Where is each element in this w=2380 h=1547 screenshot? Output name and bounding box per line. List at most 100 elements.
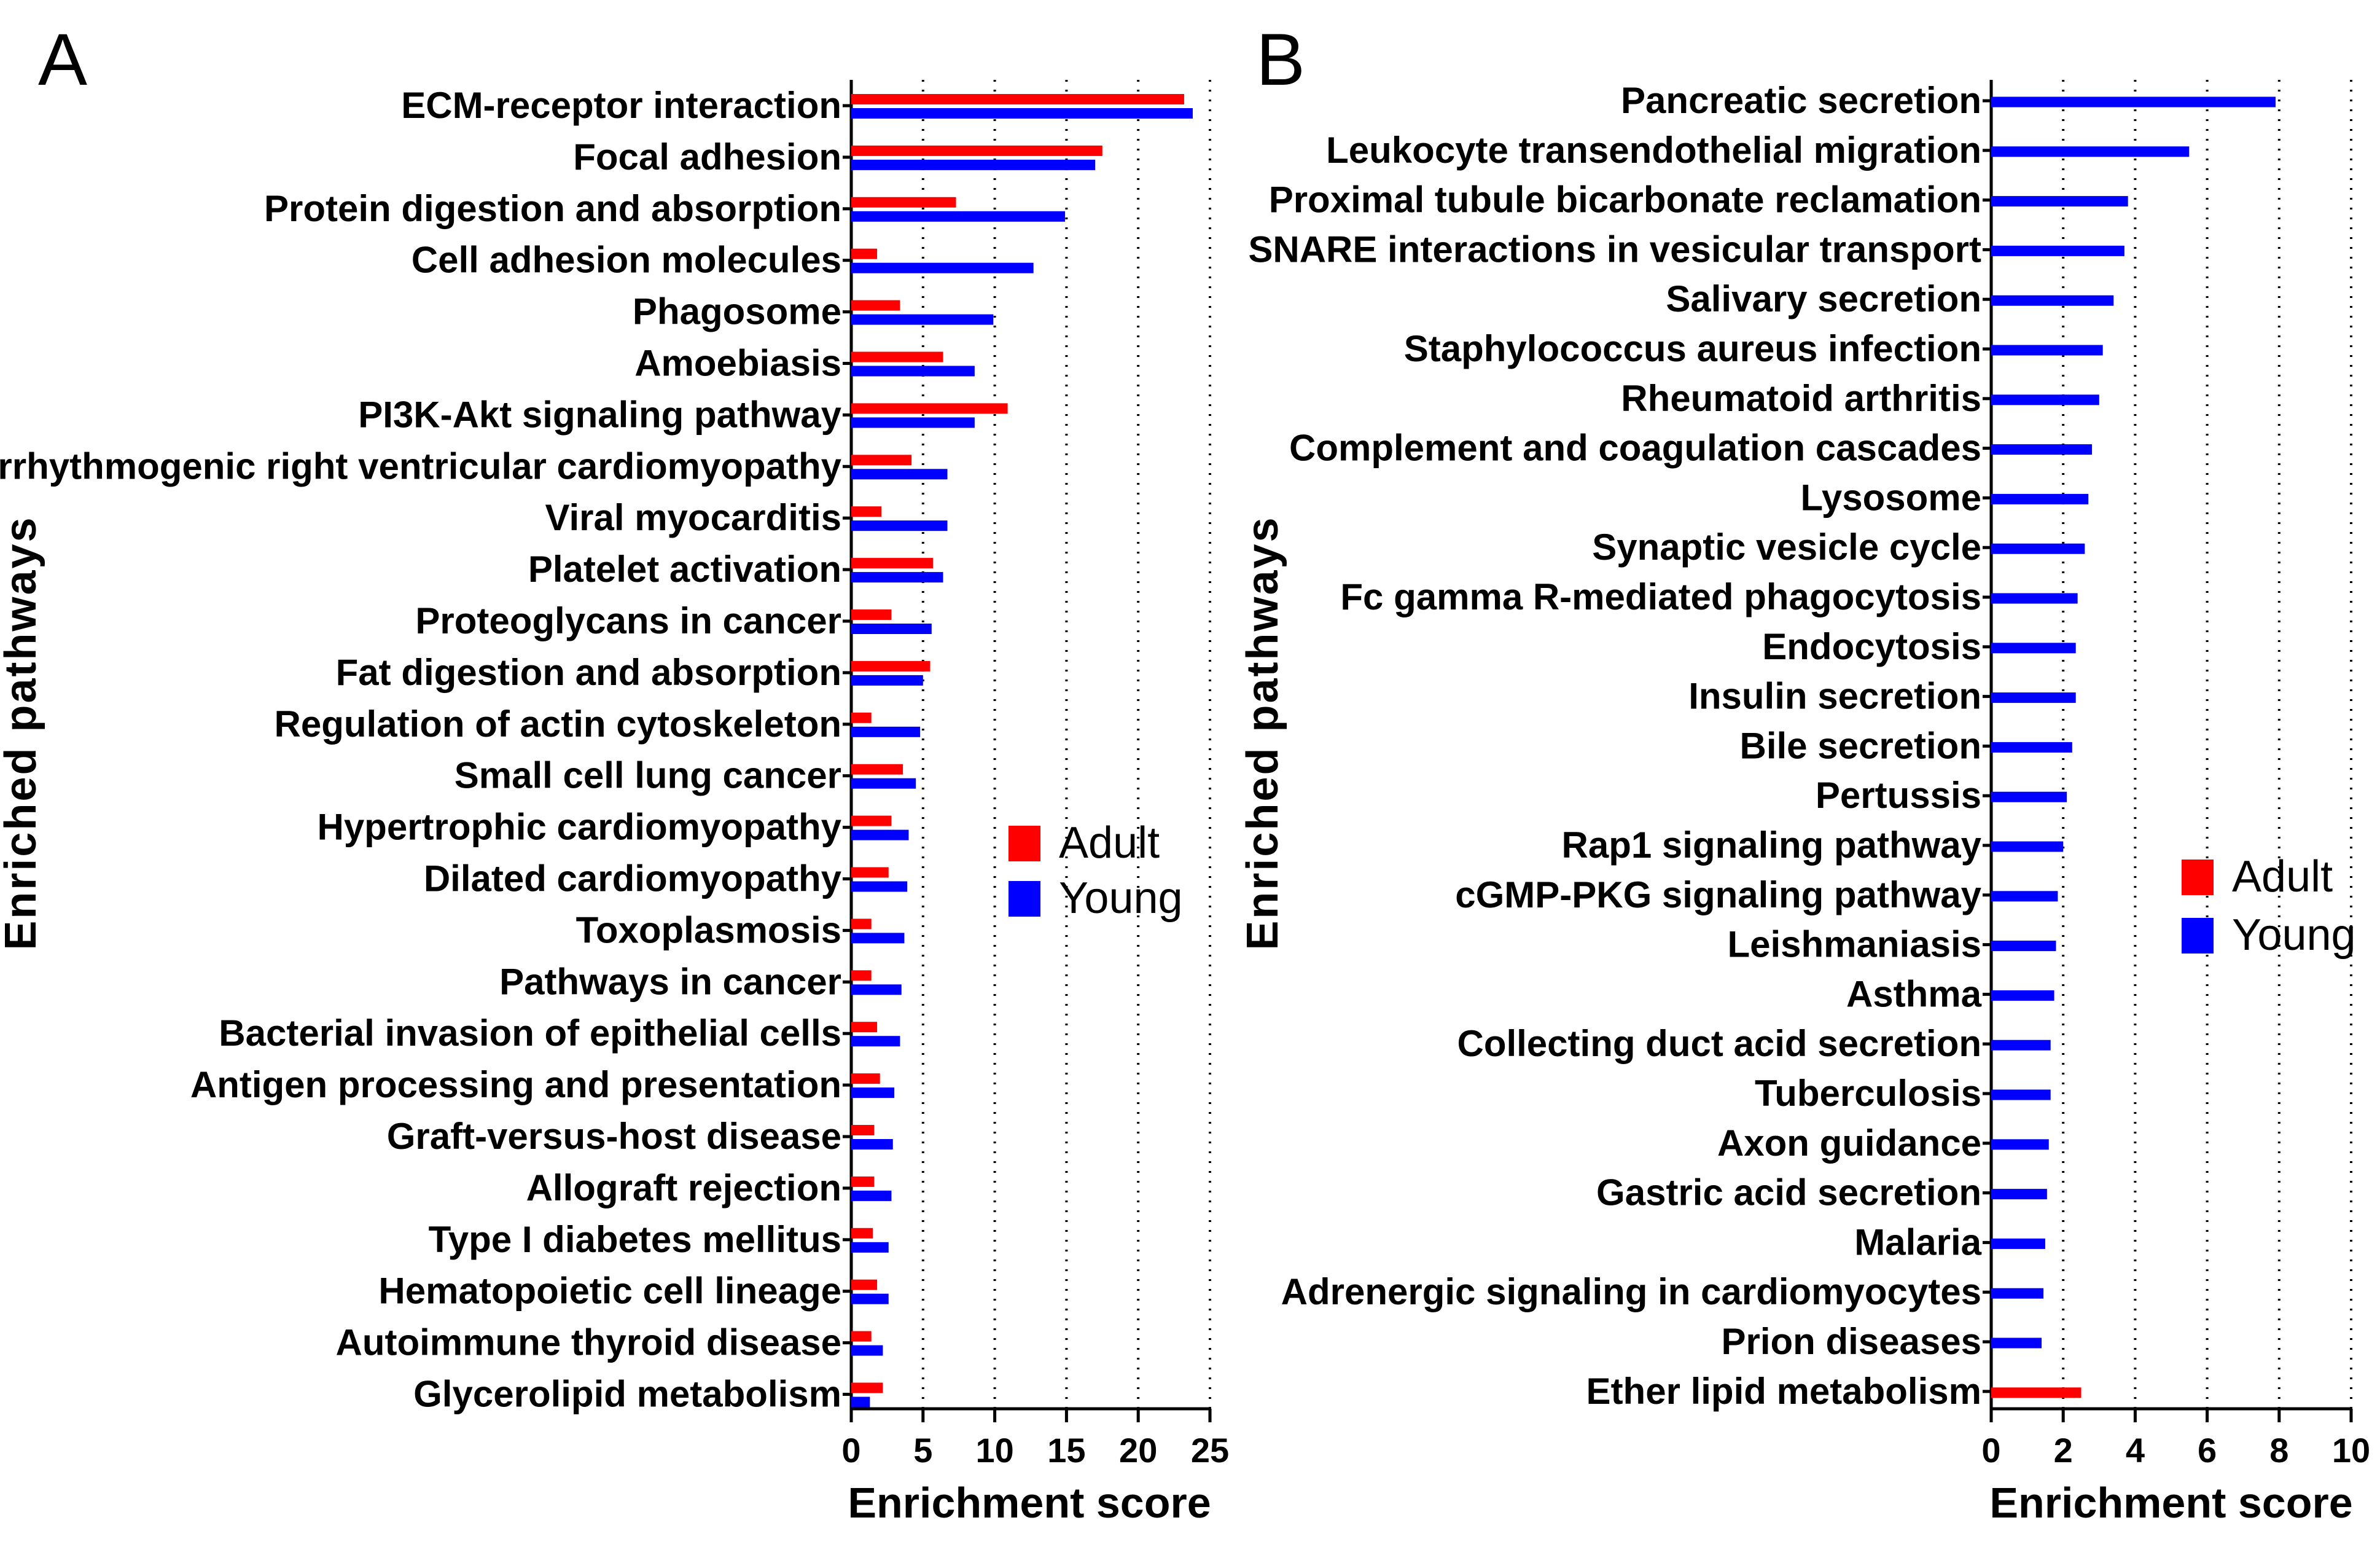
bar-adult-antigen-processing-and-presentation: [851, 1073, 880, 1084]
bar-young-bacterial-invasion-of-epithelial-cells: [851, 1036, 900, 1047]
bar-adult-proteoglycans-in-cancer: [851, 609, 892, 620]
bar-young-synaptic-vesicle-cycle: [1991, 543, 2085, 554]
category-label-allograft-rejection: Allograft rejection: [526, 1167, 841, 1208]
category-label-asthma: Asthma: [1846, 973, 1982, 1014]
bar-young-gastric-acid-secretion: [1991, 1189, 2047, 1200]
legend-label-adult: Adult: [2232, 852, 2333, 901]
panel-label: B: [1256, 18, 1305, 101]
bar-adult-protein-digestion-and-absorption: [851, 197, 956, 208]
bar-young-hematopoietic-cell-lineage: [851, 1293, 889, 1304]
category-label-fat-digestion-and-absorption: Fat digestion and absorption: [336, 652, 841, 693]
bar-young-complement-and-coagulation-cascades: [1991, 444, 2093, 455]
bar-young-staphylococcus-aureus-infection: [1991, 345, 2103, 356]
bar-young-protein-digestion-and-absorption: [851, 211, 1066, 222]
bar-adult-bacterial-invasion-of-epithelial-cells: [851, 1022, 878, 1033]
category-label-collecting-duct-acid-secretion: Collecting duct acid secretion: [1457, 1023, 1981, 1064]
category-label-hypertrophic-cardiomyopathy: Hypertrophic cardiomyopathy: [317, 807, 841, 848]
category-label-leukocyte-transendothelial-migration: Leukocyte transendothelial migration: [1326, 130, 1981, 171]
category-label-leishmaniasis: Leishmaniasis: [1727, 924, 1981, 965]
bar-adult-toxoplasmosis: [851, 918, 872, 930]
category-label-cgmp-pkg-signaling-pathway: cGMP-PKG signaling pathway: [1455, 874, 1981, 915]
category-label-pathways-in-cancer: Pathways in cancer: [499, 961, 841, 1002]
category-label-bacterial-invasion-of-epithelial-cells: Bacterial invasion of epithelial cells: [219, 1012, 841, 1054]
bar-young-rheumatoid-arthritis: [1991, 394, 2099, 405]
bar-young-bile-secretion: [1991, 742, 2072, 753]
category-label-tuberculosis: Tuberculosis: [1755, 1073, 1981, 1114]
bar-adult-allograft-rejection: [851, 1176, 875, 1187]
bar-young-pertussis: [1991, 791, 2067, 802]
legend: Adult Young: [2182, 852, 2356, 960]
category-label-staphylococcus-aureus-infection: Staphylococcus aureus infection: [1404, 328, 1981, 369]
bar-young-leukocyte-transendothelial-migration: [1991, 146, 2190, 157]
category-label-fc-gamma-r-mediated-phagocytosis: Fc gamma R-mediated phagocytosis: [1340, 576, 1981, 617]
category-label-type-i-diabetes-mellitus: Type I diabetes mellitus: [429, 1219, 841, 1260]
bar-adult-arrhythmogenic-right-ventricular-cardiomyopathy: [851, 455, 912, 466]
category-label-gastric-acid-secretion: Gastric acid secretion: [1596, 1172, 1981, 1213]
legend-label-adult: Adult: [1059, 818, 1160, 867]
category-label-complement-and-coagulation-cascades: Complement and coagulation cascades: [1289, 428, 1981, 469]
legend-label-young: Young: [2232, 911, 2356, 960]
bar-adult-pathways-in-cancer: [851, 970, 872, 981]
bar-young-adrenergic-signaling-in-cardiomyocytes: [1991, 1288, 2043, 1299]
bar-young-cell-adhesion-molecules: [851, 262, 1034, 273]
category-label-proteoglycans-in-cancer: Proteoglycans in cancer: [415, 600, 841, 641]
category-label-pancreatic-secretion: Pancreatic secretion: [1621, 80, 1981, 121]
category-label-dilated-cardiomyopathy: Dilated cardiomyopathy: [424, 858, 842, 899]
category-label-rap1-signaling-pathway: Rap1 signaling pathway: [1562, 824, 1982, 866]
category-label-proximal-tubule-bicarbonate-reclamation: Proximal tubule bicarbonate reclamation: [1269, 179, 1981, 221]
panel-label: A: [38, 18, 87, 101]
category-label-lysosome: Lysosome: [1800, 477, 1981, 518]
bar-adult-platelet-activation: [851, 558, 934, 569]
bar-adult-small-cell-lung-cancer: [851, 764, 903, 775]
bar-young-snare-interactions-in-vesicular-transport: [1991, 245, 2124, 256]
bar-young-proximal-tubule-bicarbonate-reclamation: [1991, 196, 2128, 207]
x-tick-label-15: 15: [1047, 1431, 1085, 1470]
bar-adult-ecm-receptor-interaction: [851, 94, 1184, 104]
category-label-protein-digestion-and-absorption: Protein digestion and absorption: [264, 188, 841, 229]
bar-young-hypertrophic-cardiomyopathy: [851, 829, 909, 840]
category-label-regulation-of-actin-cytoskeleton: Regulation of actin cytoskeleton: [275, 703, 841, 745]
bar-young-cgmp-pkg-signaling-pathway: [1991, 891, 2058, 902]
category-label-endocytosis: Endocytosis: [1762, 626, 1981, 667]
x-tick-label-20: 20: [1119, 1431, 1157, 1470]
bar-young-glycerolipid-metabolism: [851, 1396, 870, 1408]
x-tick-label-10: 10: [975, 1431, 1013, 1470]
category-label-prion-diseases: Prion diseases: [1721, 1321, 1981, 1362]
category-label-bile-secretion: Bile secretion: [1740, 725, 1982, 766]
category-label-snare-interactions-in-vesicular-transport: SNARE interactions in vesicular transpor…: [1248, 229, 1981, 270]
category-label-focal-adhesion: Focal adhesion: [573, 136, 841, 178]
category-label-pertussis: Pertussis: [1816, 775, 1981, 816]
category-label-graft-versus-host-disease: Graft-versus-host disease: [387, 1116, 841, 1157]
x-axis-title: Enrichment score: [848, 1479, 1211, 1527]
category-label-axon-guidance: Axon guidance: [1717, 1122, 1981, 1164]
bar-young-arrhythmogenic-right-ventricular-cardiomyopathy: [851, 469, 948, 480]
x-tick-label-6: 6: [2198, 1431, 2217, 1470]
x-tick-label-5: 5: [913, 1431, 932, 1470]
bar-young-platelet-activation: [851, 572, 943, 583]
bar-young-phagosome: [851, 314, 994, 325]
bar-young-asthma: [1991, 990, 2054, 1001]
legend-label-young: Young: [1059, 874, 1183, 923]
category-label-cell-adhesion-molecules: Cell adhesion molecules: [412, 240, 841, 281]
category-label-phagosome: Phagosome: [633, 291, 841, 332]
x-tick-label-10: 10: [2332, 1431, 2370, 1470]
bar-adult-focal-adhesion: [851, 145, 1102, 156]
x-tick-label-0: 0: [1981, 1431, 2000, 1470]
category-label-rheumatoid-arthritis: Rheumatoid arthritis: [1621, 378, 1981, 419]
category-label-arrhythmogenic-right-ventricular-cardiomyopathy: Arrhythmogenic right ventricular cardiom…: [0, 445, 842, 487]
bar-adult-ether-lipid-metabolism: [1991, 1387, 2082, 1398]
bar-young-amoebiasis: [851, 366, 975, 377]
bar-young-pancreatic-secretion: [1991, 96, 2276, 108]
bar-young-ecm-receptor-interaction: [851, 108, 1193, 119]
bar-adult-regulation-of-actin-cytoskeleton: [851, 712, 872, 723]
bar-young-proteoglycans-in-cancer: [851, 624, 932, 634]
panel-a: 0 5 10 15 20 25 ECM-receptor interaction Focal …: [0, 18, 1229, 1527]
bar-young-type-i-diabetes-mellitus: [851, 1242, 889, 1253]
legend-swatch-adult: [2182, 860, 2214, 895]
bar-young-pi3k-akt-signaling-pathway: [851, 417, 975, 428]
category-label-adrenergic-signaling-in-cardiomyocytes: Adrenergic signaling in cardiomyocytes: [1281, 1271, 1981, 1312]
panel-b: 0 2 4 6 8 10 Pancreatic secretion Leukocyte tra…: [1238, 18, 2370, 1527]
bar-young-malaria: [1991, 1238, 2045, 1249]
category-label-insulin-secretion: Insulin secretion: [1688, 676, 1981, 717]
